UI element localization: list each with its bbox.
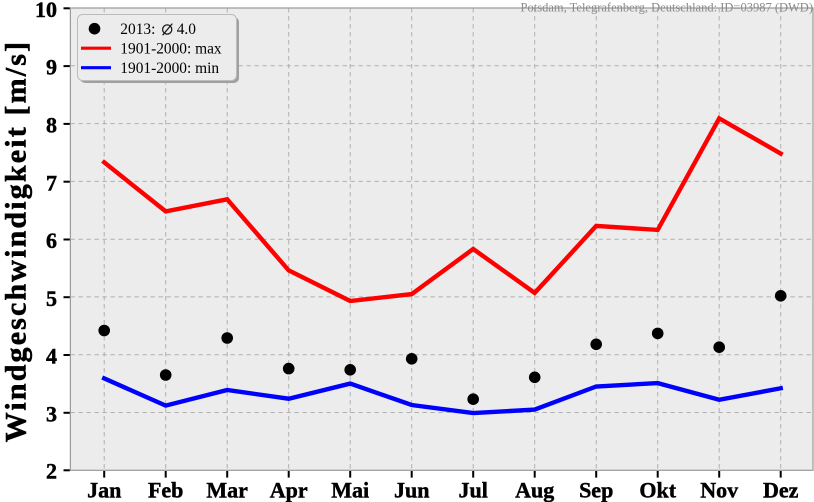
svg-text:2: 2 xyxy=(46,459,57,484)
svg-text:Aug: Aug xyxy=(515,478,554,502)
svg-text:5: 5 xyxy=(46,286,57,311)
svg-text:Mai: Mai xyxy=(331,478,369,502)
svg-text:1901-2000: max: 1901-2000: max xyxy=(120,40,222,57)
svg-text:Potsdam, Telegrafenberg, Deuts: Potsdam, Telegrafenberg, Deutschland: ID… xyxy=(521,1,813,15)
svg-text:1901-2000: min: 1901-2000: min xyxy=(120,60,219,77)
svg-text:Sep: Sep xyxy=(579,478,613,502)
svg-text:Jul: Jul xyxy=(459,478,488,502)
svg-text:Mar: Mar xyxy=(206,478,248,502)
svg-text:Jan: Jan xyxy=(87,478,121,502)
svg-text:Feb: Feb xyxy=(148,478,183,502)
svg-text:4: 4 xyxy=(46,344,57,369)
svg-text:Windgeschwindigkeit [m/s]: Windgeschwindigkeit [m/s] xyxy=(0,40,33,442)
svg-text:4.0: 4.0 xyxy=(177,21,197,38)
svg-text:3: 3 xyxy=(46,401,57,426)
svg-text:Dez: Dez xyxy=(763,478,799,502)
svg-text:10: 10 xyxy=(35,0,57,22)
svg-text:Okt: Okt xyxy=(639,478,676,502)
svg-text:Apr: Apr xyxy=(270,478,308,502)
svg-text:8: 8 xyxy=(46,113,57,138)
svg-text:2013:: 2013: xyxy=(120,21,155,38)
svg-text:6: 6 xyxy=(46,228,57,253)
svg-text:Nov: Nov xyxy=(700,478,738,502)
svg-text:9: 9 xyxy=(46,55,57,80)
svg-text:Jun: Jun xyxy=(394,478,429,502)
svg-text:7: 7 xyxy=(46,170,57,195)
